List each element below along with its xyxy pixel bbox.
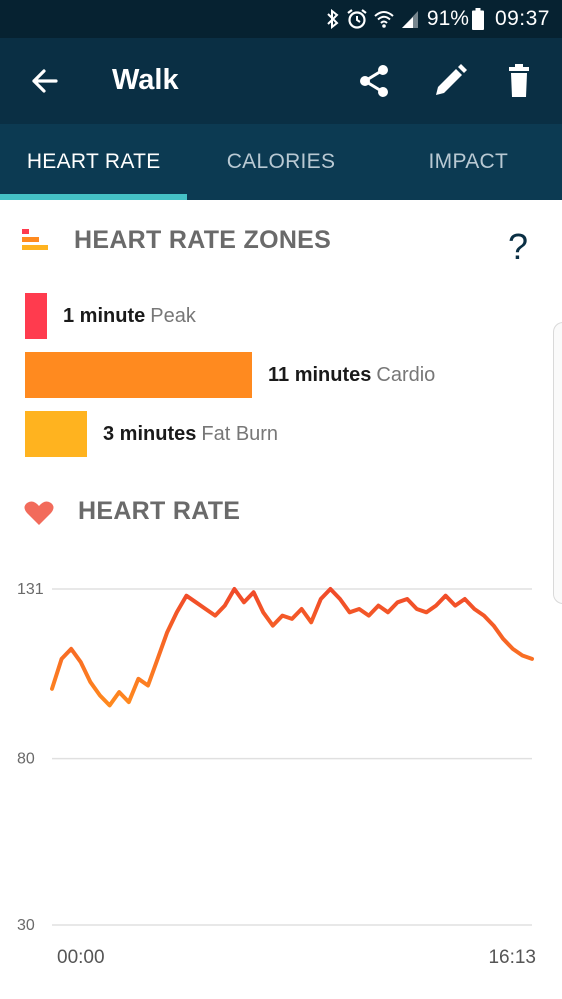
zone-label-fat-burn: 3 minutes Fat Burn (103, 423, 278, 446)
zone-label-peak: 1 minute Peak (63, 305, 196, 328)
share-icon[interactable] (354, 61, 394, 101)
battery-percent: 91% (426, 7, 469, 30)
zone-minutes: 11 minutes (268, 363, 372, 386)
status-time: 09:37 (494, 7, 550, 30)
x-tick-label: 16:13 (488, 947, 536, 968)
zone-row-peak: 1 minute Peak (25, 293, 196, 339)
zone-bar-cardio (25, 352, 252, 398)
y-tick-label: 80 (17, 751, 35, 768)
tab-impact[interactable]: IMPACT (428, 150, 509, 173)
tab-heart-rate[interactable]: HEART RATE (0, 124, 188, 200)
delete-icon[interactable] (504, 61, 544, 101)
zones-icon (22, 229, 50, 251)
zone-name: Cardio (376, 363, 436, 386)
page-title: Walk (112, 64, 179, 96)
app-bar: Walk (0, 38, 562, 124)
edit-icon[interactable] (430, 61, 470, 101)
status-bar: 91% 09:37 (0, 0, 562, 38)
back-arrow-icon[interactable] (26, 62, 64, 100)
signal-icon (400, 9, 420, 29)
y-tick-label: 30 (17, 917, 35, 934)
zone-bar-fat-burn (25, 411, 87, 457)
alarm-icon (346, 8, 368, 30)
heart-rate-line (50, 587, 534, 708)
tab-bar: HEART RATE CALORIES IMPACT (0, 124, 562, 200)
zone-name: Peak (150, 304, 196, 327)
wifi-icon (374, 9, 394, 29)
battery-icon (471, 8, 484, 30)
zone-row-cardio: 11 minutes Cardio (25, 352, 435, 398)
heart-icon (24, 500, 54, 526)
help-button[interactable]: ? (508, 226, 529, 267)
zone-bar-peak (25, 293, 47, 339)
zone-minutes: 1 minute (63, 304, 146, 327)
bluetooth-icon (326, 9, 340, 29)
heart-rate-chart: 131 80 30 00:00 16:13 (17, 581, 536, 968)
zone-row-fat-burn: 3 minutes Fat Burn (25, 411, 278, 457)
y-tick-label: 131 (17, 581, 44, 598)
zone-label-cardio: 11 minutes Cardio (268, 364, 435, 387)
tab-calories[interactable]: CALORIES (226, 150, 336, 173)
side-scroll-handle[interactable] (553, 322, 562, 604)
zones-section-title: HEART RATE ZONES (74, 226, 332, 254)
zone-minutes: 3 minutes (103, 422, 197, 445)
heart-rate-section-title: HEART RATE (78, 497, 241, 525)
x-tick-label: 00:00 (57, 947, 105, 968)
zone-name: Fat Burn (201, 422, 279, 445)
